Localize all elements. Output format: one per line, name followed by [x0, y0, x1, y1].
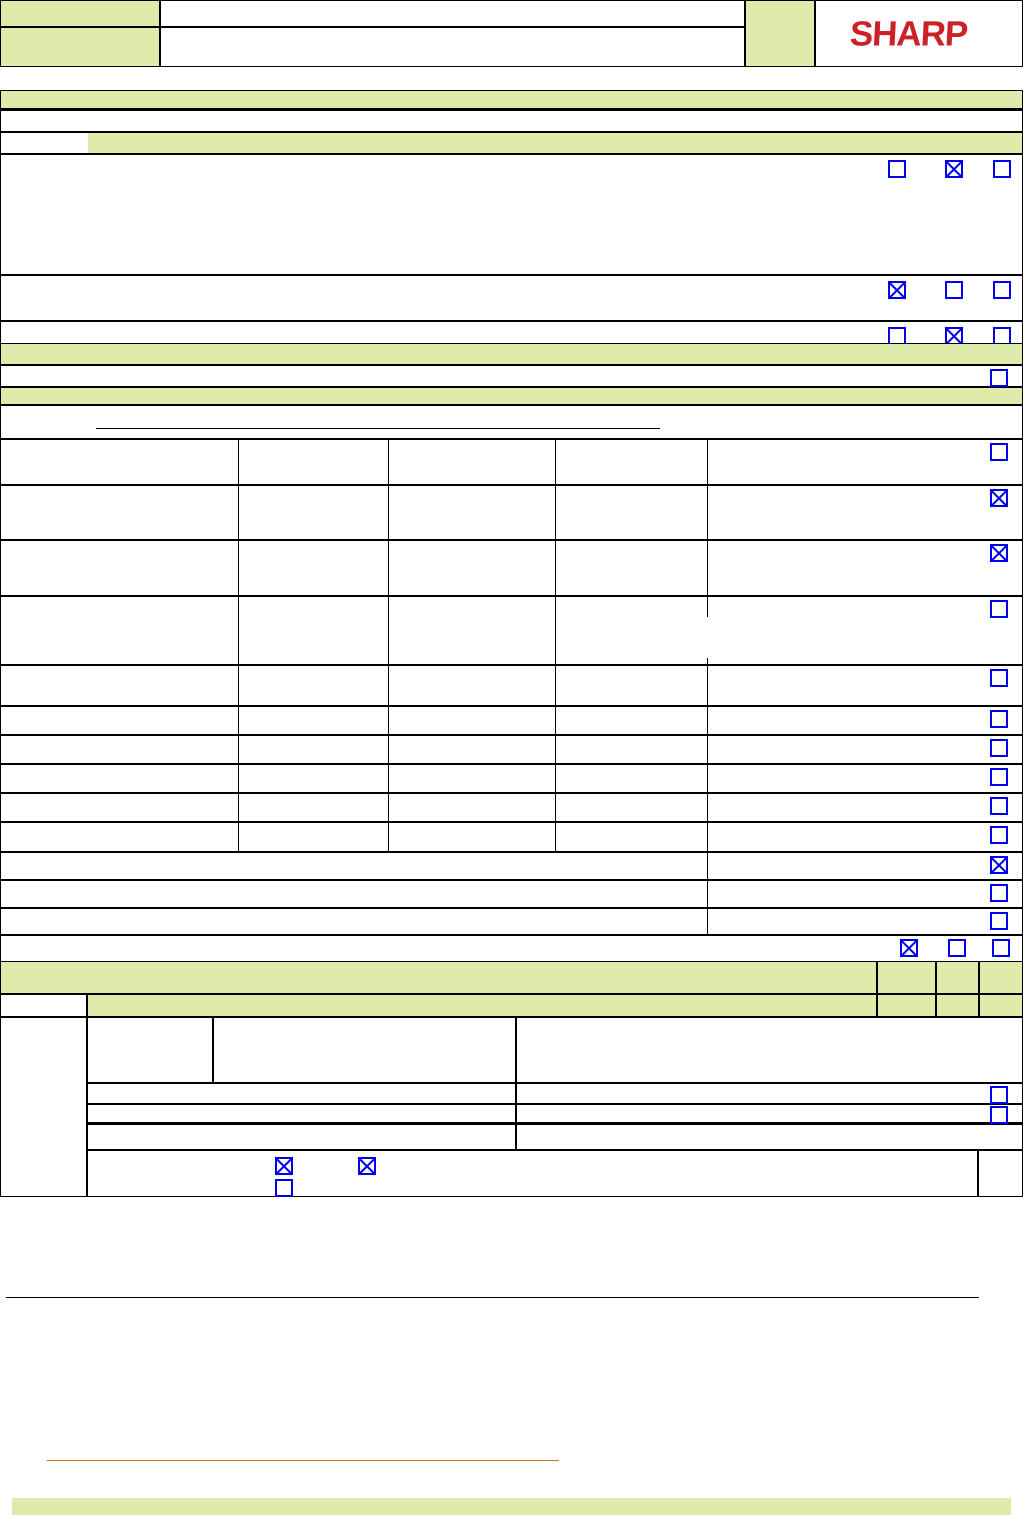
svg-text:SHARP: SHARP — [849, 15, 969, 54]
